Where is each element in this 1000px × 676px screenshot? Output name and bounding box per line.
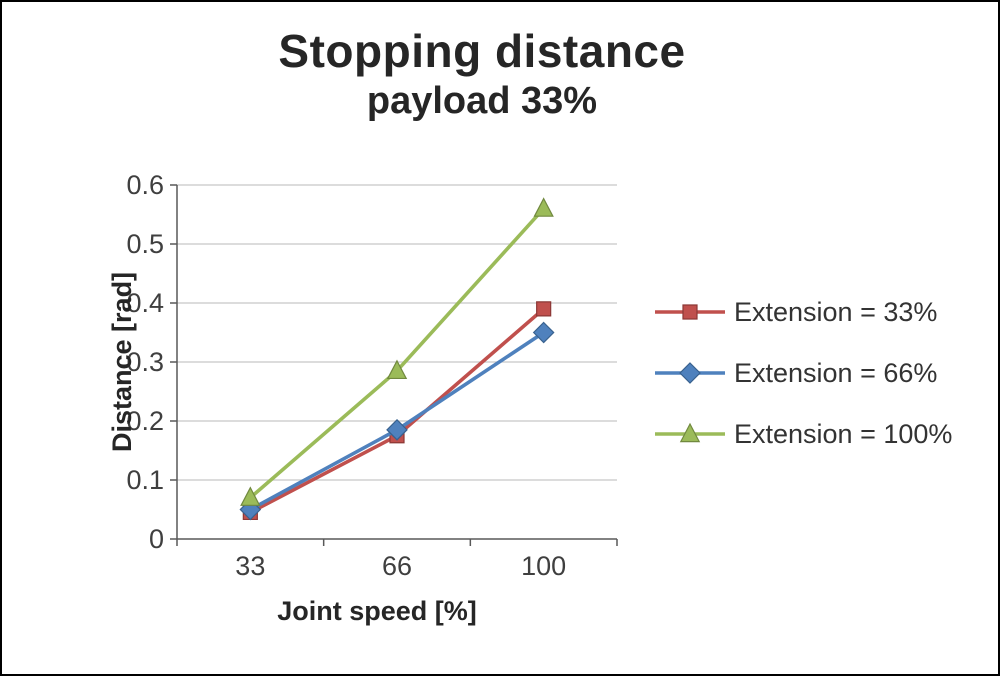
legend-marker-square-icon	[655, 304, 725, 320]
svg-text:0.3: 0.3	[126, 347, 164, 377]
x-axis-label: Joint speed [%]	[277, 596, 477, 626]
legend: Extension = 33% Extension = 66% Extensio…	[653, 297, 952, 449]
legend-item-extension-33: Extension = 33%	[653, 297, 952, 327]
chart-body: Distance [rad] 0 0.1 0.2 0.3 0.4 0.5 0.6 33 66 10…	[2, 171, 998, 627]
svg-text:0.1: 0.1	[126, 465, 164, 495]
svg-text:33: 33	[235, 551, 265, 581]
chart-title: Stopping distance	[278, 25, 686, 77]
svg-text:0.4: 0.4	[126, 288, 164, 318]
chart-subtitle: payload 33%	[366, 80, 598, 122]
legend-label-extension-33: Extension = 33%	[734, 296, 938, 327]
legend-label-extension-100: Extension = 100%	[734, 418, 953, 449]
svg-text:0.5: 0.5	[126, 229, 164, 259]
svg-text:0.2: 0.2	[126, 406, 164, 436]
svg-text:66: 66	[382, 551, 412, 581]
legend-item-extension-66: Extension = 66%	[653, 358, 952, 388]
legend-marker-diamond-icon	[655, 362, 725, 384]
y-axis-label: Distance [rad]	[107, 271, 137, 453]
legend-item-extension-100: Extension = 100%	[653, 419, 952, 449]
svg-text:100: 100	[521, 551, 566, 581]
svg-text:0: 0	[149, 524, 164, 554]
svg-text:0.6: 0.6	[126, 171, 164, 200]
plot-area: Distance [rad] 0 0.1 0.2 0.3 0.4 0.5 0.6 33 66 10…	[107, 171, 637, 627]
legend-label-extension-66: Extension = 66%	[734, 357, 938, 388]
plot-svg: 0 0.1 0.2 0.3 0.4 0.5 0.6 33 66 100	[126, 171, 618, 581]
legend-marker-triangle-icon	[655, 422, 725, 443]
